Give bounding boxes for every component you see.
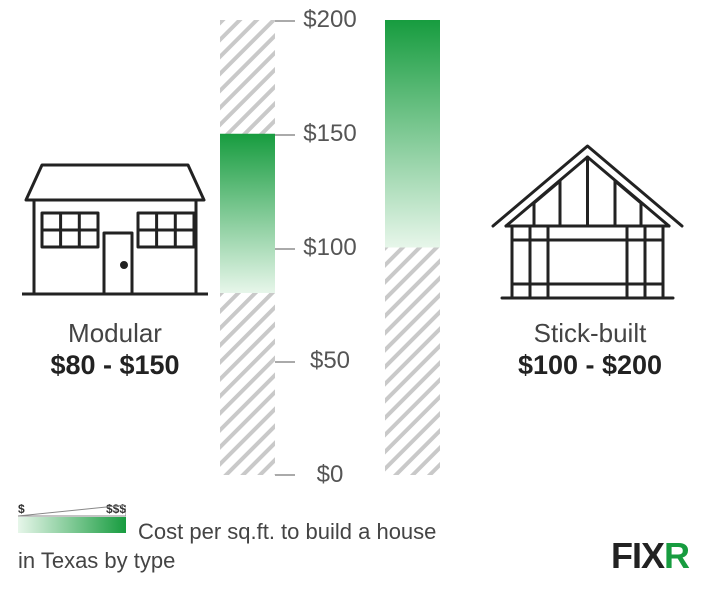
tick-label-100: $100 — [295, 234, 365, 262]
infographic-canvas: Modular $80 - $150 — [0, 0, 711, 599]
modular-label: Modular — [20, 318, 210, 349]
legend-caption: Cost per sq.ft. to build a house in Texa… — [18, 518, 448, 575]
range-bar-chart: $200 $150 $100 $50 $0 — [220, 20, 440, 475]
tick-label-150: $150 — [295, 120, 365, 148]
tick-150 — [275, 134, 295, 136]
bar-modular — [220, 134, 275, 293]
tick-200 — [275, 20, 295, 22]
tick-label-50: $50 — [295, 347, 365, 375]
legend: $ $$$ Cost per sq.ft. to build a house i… — [18, 502, 518, 542]
tick-label-0: $0 — [295, 461, 365, 489]
tick-100 — [275, 248, 295, 250]
tick-0 — [275, 474, 295, 476]
stick-label: Stick-built — [485, 318, 695, 349]
logo-accent: R — [664, 535, 689, 576]
tick-label-200: $200 — [295, 6, 365, 34]
modular-price: $80 - $150 — [20, 350, 210, 381]
bar-stick — [385, 20, 440, 248]
stick-price: $100 - $200 — [485, 350, 695, 381]
stick-built-house-icon — [490, 140, 685, 310]
tick-50 — [275, 361, 295, 363]
logo-main: FIX — [611, 535, 664, 576]
modular-house-icon — [20, 155, 210, 305]
fixr-logo: FIXR — [611, 535, 689, 577]
